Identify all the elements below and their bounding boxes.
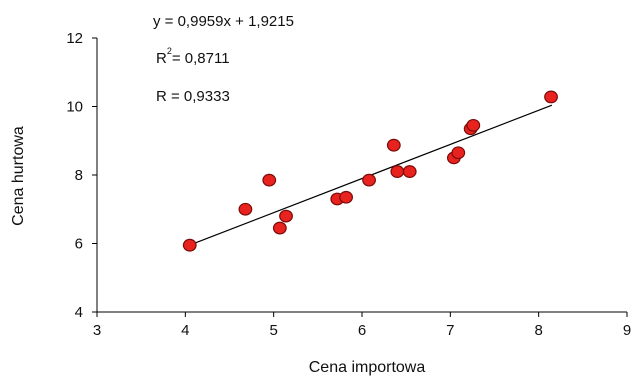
y-tick-label: 12 [66,30,83,47]
data-point [386,138,401,152]
y-axis-title: Cena hurtowa [10,126,27,226]
data-point [272,221,287,235]
data-point [451,146,466,160]
data-point [238,202,253,216]
x-tick-label: 7 [446,322,454,339]
axes [96,38,627,313]
data-point [466,118,481,132]
equation-label: y = 0,9959x + 1,9215 [153,13,294,30]
y-tick-label: 6 [75,236,83,253]
data-point [402,165,417,178]
r-squared-prefix: R [156,50,167,67]
r-squared-label: R2= 0,8711 [156,46,230,67]
data-point [339,190,354,204]
data-point [544,90,558,104]
data-point [279,209,293,223]
r-squared-exponent: 2 [167,46,172,56]
data-point [262,173,277,187]
x-tick-label: 4 [181,322,189,339]
r-squared-value: = 0,8711 [172,50,230,67]
data-point [390,165,405,178]
data-point [362,173,376,187]
x-axis-ticks: 3 4 5 6 7 8 9 [93,312,631,339]
data-point [182,238,197,252]
x-axis-title: Cena importowa [309,359,426,376]
x-tick-label: 8 [534,322,542,339]
y-tick-label: 10 [66,99,83,116]
y-tick-label: 8 [75,167,83,184]
x-tick-label: 9 [623,322,631,339]
y-tick-label: 4 [75,304,83,321]
x-tick-label: 6 [358,322,366,339]
x-tick-label: 5 [269,322,277,339]
r-label: R = 0,9333 [156,88,230,105]
x-tick-label: 3 [93,322,101,339]
data-points [182,90,558,252]
y-axis-ticks: 4 6 8 10 12 [66,30,97,321]
